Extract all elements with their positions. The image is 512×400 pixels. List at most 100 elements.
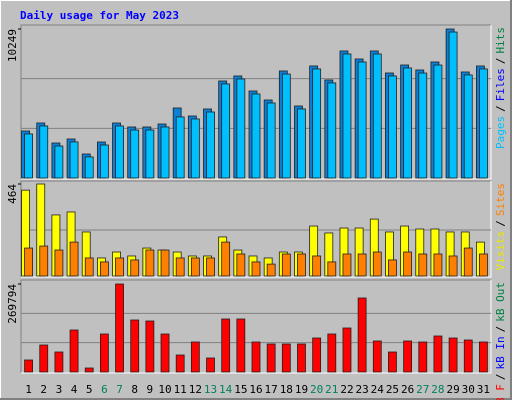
bar	[463, 247, 473, 277]
x-tick-label: 3	[56, 383, 63, 396]
bar	[39, 344, 49, 373]
bar	[236, 78, 246, 179]
bar	[130, 319, 140, 373]
bar	[221, 318, 231, 373]
x-tick-label: 24	[371, 383, 385, 396]
bar	[418, 253, 428, 277]
legend-entry: Sites	[494, 183, 507, 216]
legend-separator: /	[494, 326, 507, 333]
bar	[84, 367, 94, 373]
x-tick-label: 7	[116, 383, 123, 396]
bar	[206, 357, 215, 373]
bar	[130, 259, 140, 277]
bar	[24, 247, 33, 277]
x-tick-label: 9	[147, 383, 154, 396]
x-tick-label: 13	[204, 383, 217, 396]
bar	[297, 343, 306, 373]
bar	[145, 249, 155, 277]
bar	[327, 261, 337, 277]
legend-entry: Visits	[494, 231, 507, 271]
bar	[327, 333, 337, 373]
x-tick-label: 2	[40, 383, 47, 396]
bar	[251, 93, 261, 179]
legend-entry: Hits	[494, 27, 507, 54]
bar	[99, 144, 109, 179]
bar	[403, 340, 413, 373]
bar	[130, 129, 140, 179]
bar	[403, 67, 413, 179]
bar	[479, 253, 488, 277]
bar	[84, 257, 94, 277]
bar	[236, 318, 246, 373]
x-tick-label: 31	[477, 383, 490, 396]
bar	[251, 341, 261, 373]
x-tick-label: 19	[295, 383, 308, 396]
legend-entry: Files	[494, 68, 507, 101]
legend-entry: kB F	[494, 384, 507, 400]
bar	[236, 253, 246, 277]
y-tick-label: 269794	[6, 284, 19, 324]
x-tick-label: 27	[416, 383, 429, 396]
x-tick-label: 12	[189, 383, 202, 396]
bar	[206, 257, 215, 277]
x-tick-label: 21	[325, 383, 338, 396]
plot-border-dark	[20, 279, 491, 373]
chart-title: Daily usage for May 2023	[20, 9, 179, 22]
bar	[342, 53, 352, 179]
x-tick-label: 1	[25, 383, 32, 396]
bar	[145, 320, 155, 373]
bar	[175, 354, 185, 373]
bar	[388, 259, 397, 277]
legend-entry: kB In	[494, 336, 507, 369]
legend-entry: Pages	[494, 116, 507, 149]
bar	[69, 329, 79, 373]
bar	[281, 73, 291, 179]
bar	[175, 116, 185, 179]
bar	[115, 257, 124, 277]
bar	[433, 253, 443, 277]
bar	[54, 351, 64, 373]
x-tick-label: 8	[131, 383, 138, 396]
x-tick-label: 17	[265, 383, 278, 396]
bar	[297, 253, 306, 277]
bar	[145, 129, 155, 179]
bar	[206, 111, 215, 179]
legend-separator: /	[494, 374, 507, 381]
x-tick-label: 15	[234, 383, 247, 396]
bar	[448, 31, 458, 179]
bar	[69, 141, 79, 179]
x-tick-label: 4	[71, 383, 78, 396]
x-tick-label: 23	[356, 383, 369, 396]
bar	[312, 255, 322, 277]
bar	[251, 261, 261, 277]
plot-border-light	[21, 280, 492, 374]
bar	[84, 156, 94, 179]
bar	[448, 337, 458, 373]
bar	[266, 343, 276, 373]
bar	[372, 53, 382, 179]
bar	[115, 125, 124, 179]
bar	[54, 249, 64, 277]
bar	[312, 337, 322, 373]
bar	[463, 74, 473, 179]
bar	[403, 251, 413, 277]
bar	[327, 82, 337, 179]
x-tick-label: 26	[401, 383, 414, 396]
bar	[418, 72, 428, 179]
bar	[190, 341, 200, 373]
plot-border-light	[21, 25, 492, 180]
x-tick-label: 30	[462, 383, 475, 396]
bar	[372, 251, 382, 277]
bar	[69, 241, 79, 277]
x-tick-label: 6	[101, 383, 108, 396]
bar	[99, 261, 109, 277]
x-tick-label: 29	[446, 383, 459, 396]
x-tick-label: 11	[174, 383, 187, 396]
legend: Pages / Files / Hits	[494, 27, 507, 149]
legend-separator: /	[494, 105, 507, 112]
bar	[281, 343, 291, 373]
bar	[448, 255, 458, 277]
bar	[297, 108, 306, 179]
